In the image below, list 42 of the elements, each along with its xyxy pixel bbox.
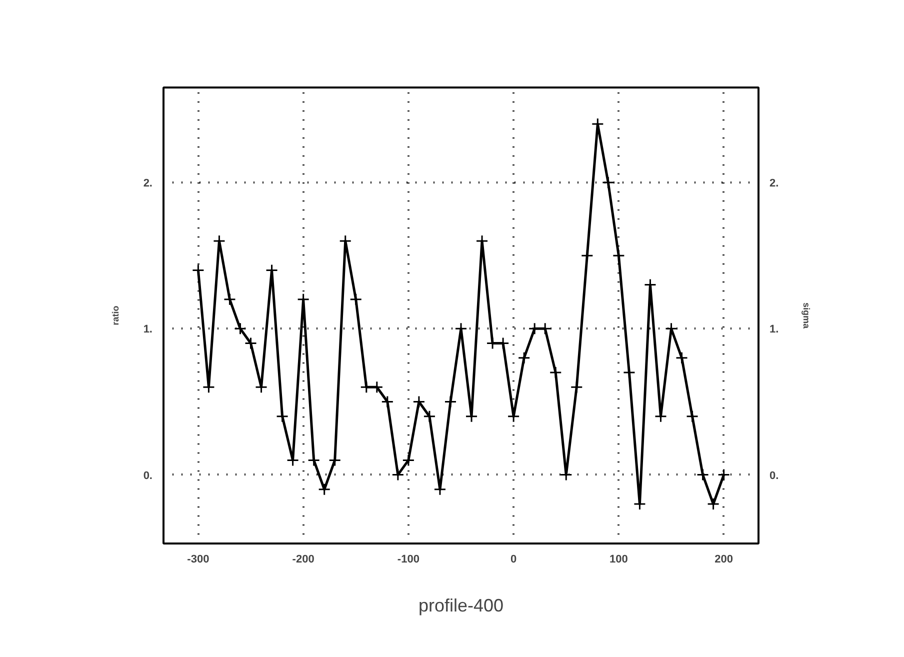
x-tick-label: 0: [510, 554, 517, 566]
y-tick-label: 2.: [143, 178, 153, 190]
y2-tick-label: 1.: [770, 324, 779, 336]
point: [234, 322, 246, 335]
point: [622, 366, 636, 379]
point: [276, 410, 289, 423]
y-tick-label: 0.: [143, 470, 153, 482]
point: [664, 322, 678, 335]
point: [549, 366, 562, 379]
y-tick-label: 1.: [143, 324, 153, 336]
y-axis-title: ratio: [110, 305, 120, 326]
point: [223, 293, 236, 306]
point: [696, 468, 710, 482]
point: [412, 395, 426, 408]
x-tick-label: 200: [714, 554, 733, 566]
y2-axis-title: sigma: [802, 302, 812, 330]
point: [602, 176, 614, 189]
y2-tick-label: 0.: [770, 470, 779, 482]
point: [580, 249, 594, 262]
x-tick-label: -300: [187, 554, 210, 566]
x-tick-label: 100: [610, 554, 628, 566]
point: [350, 293, 362, 306]
x-axis-title: profile-400: [418, 596, 504, 616]
point: [570, 380, 583, 394]
y2-tick-label: 2.: [770, 178, 779, 190]
point: [444, 395, 457, 408]
point: [308, 454, 320, 466]
point: [707, 498, 720, 510]
point: [192, 264, 204, 276]
point: [423, 410, 436, 423]
x-tick-label: -200: [292, 554, 314, 566]
x-tick-label: -100: [397, 554, 420, 566]
point: [392, 468, 404, 482]
point: [318, 483, 331, 496]
point: [686, 410, 699, 423]
point: [518, 352, 530, 364]
point: [612, 249, 625, 262]
point: [718, 468, 730, 482]
point: [244, 337, 258, 350]
point: [381, 395, 394, 408]
point: [402, 454, 415, 466]
point: [676, 352, 688, 364]
